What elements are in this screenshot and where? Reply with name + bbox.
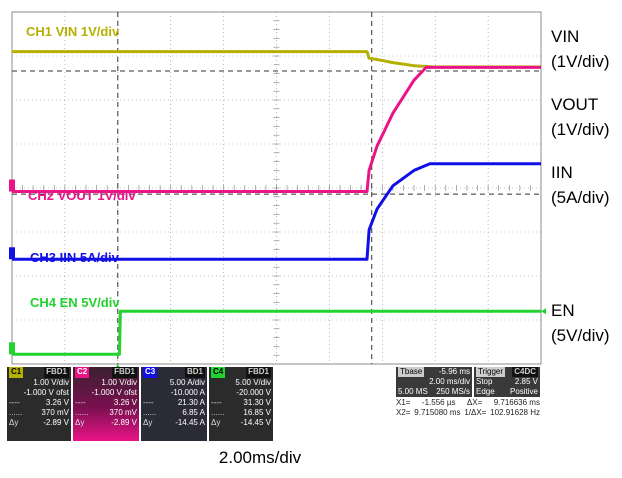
- graticule: [11, 11, 542, 365]
- vout-label: VOUT: [551, 95, 599, 114]
- ch3-dy: -14.45 A: [175, 418, 205, 427]
- traces: [12, 50, 541, 356]
- ch4-info-box: C4 FBD1 5.00 V/div -20.000 V ---- 31.30 V …: [209, 367, 273, 441]
- vin-scale: (1V/div): [551, 52, 610, 71]
- ch2-dy: -2.89 V: [111, 418, 137, 427]
- ch1-offset: -1.000 V ofst: [23, 388, 69, 397]
- ch3-dy-label: Δy: [143, 418, 153, 427]
- ch2-flags: FBD1: [112, 367, 137, 378]
- ch2-v3: 3.26 V: [113, 398, 137, 407]
- ch1-info-box: C1 FBD1 1.00 V/div -1.000 V ofst ---- 3.26…: [7, 367, 71, 441]
- ch1-dy-label: Δy: [9, 418, 19, 427]
- tbase-div: 2.00 ms/div: [429, 377, 470, 386]
- ch2-v4: 370 mV: [109, 408, 137, 417]
- ch2-trace: [12, 65, 541, 193]
- ch3-flags: BD1: [184, 367, 205, 378]
- sample-rate: 250 MS/s: [436, 387, 470, 396]
- ch4-flags: FBD1: [246, 367, 271, 378]
- ch2-ground-marker: [9, 179, 15, 192]
- ch3-info-box: C3 BD1 5.00 A/div -10.000 A ---- 21.30 A .…: [141, 367, 207, 441]
- ch1-dots: ......: [9, 408, 23, 417]
- ch1-label: CH1 VIN 1V/div: [26, 24, 120, 39]
- tbase-label: Tbase: [398, 367, 425, 377]
- ch2-dy-label: Δy: [75, 418, 85, 427]
- ch1-flags: FBD1: [44, 367, 69, 378]
- x1-value: -1.556 µs: [421, 398, 456, 407]
- dx-label: ΔX=: [466, 398, 483, 407]
- cursor-lines: [12, 12, 541, 364]
- en-scale: (5V/div): [551, 326, 610, 345]
- ch4-label: CH4 EN 5V/div: [30, 295, 120, 310]
- ch3-scale: 5.00 A/div: [169, 378, 205, 387]
- x2-value: 9.715080 ms: [414, 408, 461, 417]
- ch2-info-box: C2 FBD1 1.00 V/div -1.000 V ofst ---- 3.26…: [73, 367, 139, 441]
- iin-scale: (5A/div): [551, 188, 610, 207]
- ch1-scale: 1.00 V/div: [33, 378, 69, 387]
- ch3-ground-marker: [9, 247, 15, 260]
- ch4-dy-label: Δy: [211, 418, 221, 427]
- ch3-v3: 21.30 A: [177, 398, 205, 407]
- ch4-v4: 16.85 V: [243, 408, 271, 417]
- ch2-tag: C2: [75, 367, 90, 378]
- ch3-tag: C3: [143, 367, 158, 378]
- ch1-tag: C1: [9, 367, 24, 378]
- trigger-slope: Positive: [509, 387, 538, 396]
- trigger-level-marker: [541, 308, 546, 315]
- ch4-offset: -20.000 V: [236, 388, 271, 397]
- trigger-type: Edge: [476, 387, 495, 396]
- trigger-mode: Stop: [476, 377, 493, 386]
- ch4-scale: 5.00 V/div: [235, 378, 271, 387]
- trigger-flags: C4DC: [512, 367, 538, 377]
- trigger-level: 2.85 V: [514, 377, 538, 386]
- ch4-v3: 31.30 V: [243, 398, 271, 407]
- ch4-dash: ----: [211, 398, 222, 407]
- sample-count: 5.00 MS: [398, 387, 428, 396]
- x2-label: X2=: [396, 408, 411, 417]
- ch2-scale: 1.00 V/div: [101, 378, 137, 387]
- timebase-caption: 2.00ms/div: [218, 448, 302, 467]
- ch2-dash: ----: [75, 398, 86, 407]
- ch1-dash: ----: [9, 398, 20, 407]
- ch3-dash: ----: [143, 398, 154, 407]
- ch3-label: CH3 IIN 5A/div: [30, 250, 120, 265]
- en-label: EN: [551, 301, 575, 320]
- tbase-value: -5.96 ms: [438, 367, 470, 376]
- timebase-box: Tbase -5.96 ms 2.00 ms/div 5.00 MS 250 MS/…: [396, 367, 472, 397]
- ch3-dots: ......: [143, 408, 157, 417]
- vin-label: VIN: [551, 27, 580, 46]
- ch4-dots: ......: [211, 408, 225, 417]
- trigger-box: Trigger C4DC Stop 2.85 V Edge Positive: [474, 367, 540, 397]
- trigger-label: Trigger: [476, 367, 506, 377]
- ch3-offset: -10.000 A: [170, 388, 205, 397]
- iin-label: IIN: [551, 163, 573, 182]
- inv-dx-label: 1/ΔX=: [464, 408, 487, 417]
- ch2-label: CH2 VOUT 1V/div: [28, 188, 136, 203]
- channel-markers: [9, 179, 546, 369]
- ch2-dots: ......: [75, 408, 89, 417]
- ch3-trace: [12, 162, 541, 261]
- cursor-readout: X1= -1.556 µs ΔX= 9.716636 ms X2= 9.715080 m…: [396, 398, 540, 422]
- ch2-offset: -1.000 V ofst: [91, 388, 137, 397]
- ch4-dy: -14.45 V: [240, 418, 271, 427]
- inv-dx-value: 102.91628 Hz: [490, 408, 540, 417]
- ch4-tag: C4: [211, 367, 226, 378]
- dx-value: 9.716636 ms: [493, 398, 540, 407]
- ch1-v4: 370 mV: [41, 408, 69, 417]
- x1-label: X1=: [396, 398, 411, 407]
- ch4-ground-marker: [9, 342, 15, 355]
- ch3-v4: 6.85 A: [182, 408, 205, 417]
- ch4-trace: [12, 309, 541, 356]
- ch1-dy: -2.89 V: [43, 418, 69, 427]
- vout-scale: (1V/div): [551, 120, 610, 139]
- ch1-v3: 3.26 V: [45, 398, 69, 407]
